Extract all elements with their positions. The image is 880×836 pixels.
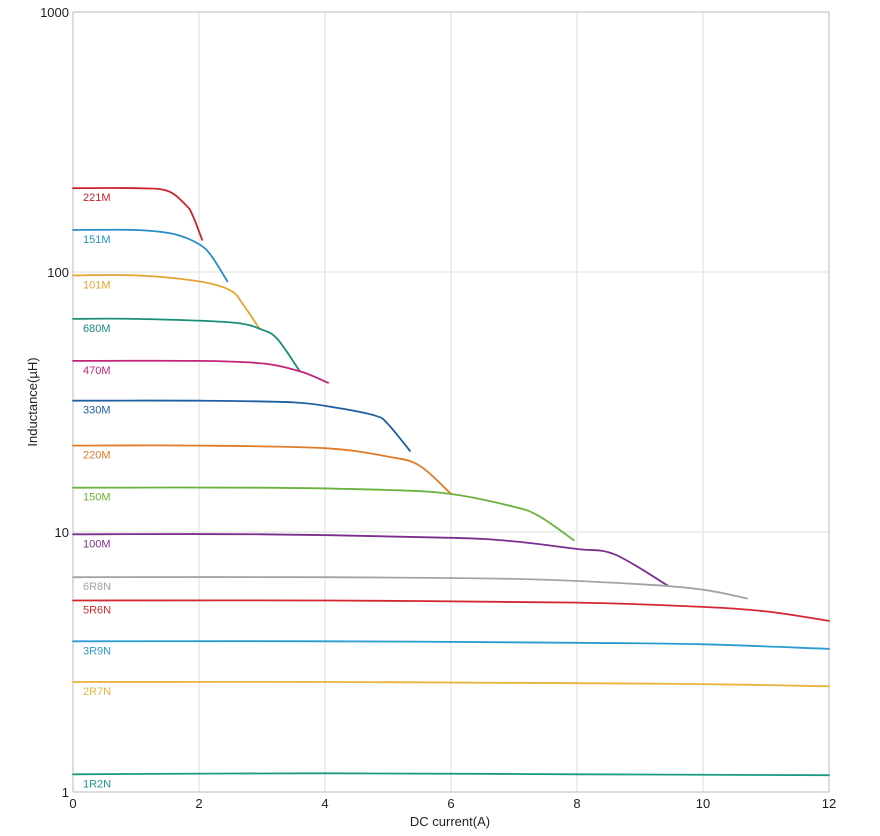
x-tick-label: 2 xyxy=(195,796,202,811)
series-label-470m: 470M xyxy=(83,365,111,377)
series-label-5r6n: 5R6N xyxy=(83,605,111,617)
series-line-3r9n xyxy=(72,640,830,650)
series-line-330m xyxy=(72,399,411,452)
x-tick-label: 4 xyxy=(321,796,328,811)
series-label-101m: 101M xyxy=(83,279,111,291)
series-label-220m: 220M xyxy=(83,450,111,462)
series-label-2r7n: 2R7N xyxy=(83,686,111,698)
x-tick-label: 6 xyxy=(447,796,454,811)
series-line-2r7n xyxy=(72,680,830,688)
axes xyxy=(72,11,830,793)
series-label-330m: 330M xyxy=(83,405,111,417)
x-axis-label: DC current(A) xyxy=(410,814,490,829)
y-tick-label: 1 xyxy=(62,785,69,800)
x-tick-labels: 0 2 4 6 8 10 12 xyxy=(69,796,836,811)
x-tick-label: 12 xyxy=(822,796,836,811)
series-label-151m: 151M xyxy=(83,234,111,246)
series-line-150m xyxy=(72,486,575,542)
series-label-100m: 100M xyxy=(83,538,111,550)
series-line-100m xyxy=(72,533,670,587)
series-line-101m xyxy=(72,274,260,329)
series-label-1r2n: 1R2N xyxy=(83,778,111,790)
grid xyxy=(73,12,829,792)
series-label-6r8n: 6R8N xyxy=(83,581,111,593)
series-label-3r9n: 3R9N xyxy=(83,645,111,657)
x-tick-label: 0 xyxy=(69,796,76,811)
series-line-1r2n xyxy=(72,772,830,777)
series-line-680m xyxy=(72,317,301,373)
series-line-151m xyxy=(72,228,229,283)
series-line-6r8n xyxy=(72,576,748,600)
y-tick-label: 1000 xyxy=(40,5,69,20)
series-label-221m: 221M xyxy=(83,192,111,204)
series-label-680m: 680M xyxy=(83,323,111,335)
series-labels: 221M 151M 101M 680M 470M 330M 220M 150M 100M 6R8N… xyxy=(83,192,111,790)
y-tick-label: 100 xyxy=(47,265,69,280)
x-tick-label: 10 xyxy=(696,796,710,811)
series-label-150m: 150M xyxy=(83,492,111,504)
series-line-470m xyxy=(72,359,329,384)
x-tick-label: 8 xyxy=(573,796,580,811)
y-tick-labels: 1 10 100 1000 xyxy=(40,5,69,800)
y-tick-label: 10 xyxy=(55,525,69,540)
y-axis-label: Inductance(µH) xyxy=(25,357,40,446)
series-line-220m xyxy=(72,444,452,495)
series-lines xyxy=(72,187,830,777)
series-line-221m xyxy=(72,187,203,241)
series-line-5r6n xyxy=(72,599,830,622)
